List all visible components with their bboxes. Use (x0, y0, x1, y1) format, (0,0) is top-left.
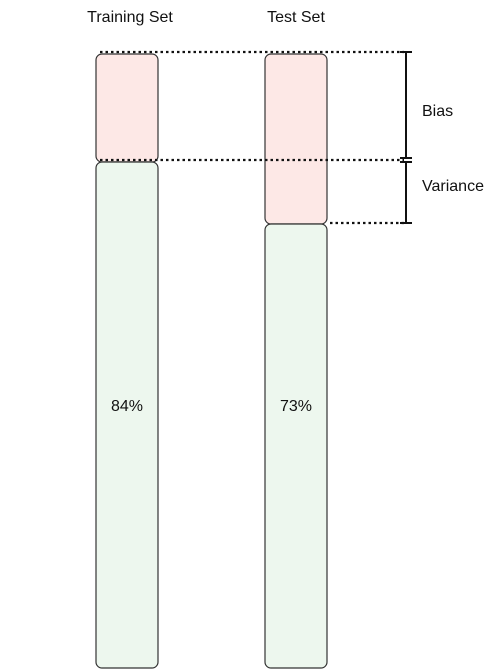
training-error-segment (95, 53, 159, 163)
test-error-segment (264, 53, 328, 225)
test-accuracy-label: 73% (280, 398, 312, 415)
variance-bracket (400, 161, 412, 224)
training-correct-segment (95, 161, 159, 669)
training-accuracy-label: 84% (111, 398, 143, 415)
bias-label: Bias (422, 103, 453, 120)
test-set-bar (264, 53, 328, 669)
training-set-header: Training Set (87, 9, 173, 26)
test-set-header: Test Set (267, 9, 325, 26)
variance-label: Variance (422, 178, 484, 195)
training-set-bar (95, 53, 159, 669)
test-correct-segment (264, 223, 328, 669)
bias-bracket (400, 51, 412, 159)
